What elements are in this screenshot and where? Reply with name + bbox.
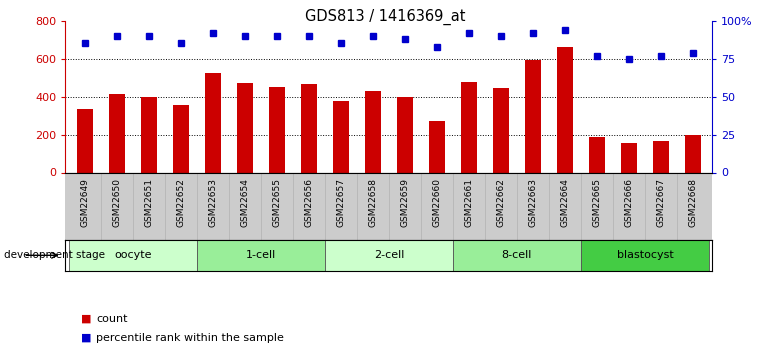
Text: 8-cell: 8-cell (502, 250, 532, 260)
Text: 1-cell: 1-cell (246, 250, 276, 260)
Text: GDS813 / 1416369_at: GDS813 / 1416369_at (305, 9, 465, 25)
Text: blastocyst: blastocyst (617, 250, 674, 260)
Bar (653, 141, 669, 172)
Text: GSM22654: GSM22654 (240, 178, 249, 227)
Bar (141, 97, 157, 172)
Bar (581, 240, 709, 271)
Bar (493, 88, 509, 172)
Text: GSM22661: GSM22661 (464, 178, 474, 227)
Text: GSM22653: GSM22653 (208, 178, 217, 227)
Bar (453, 240, 581, 271)
Text: GSM22656: GSM22656 (304, 178, 313, 227)
Text: GSM22662: GSM22662 (497, 178, 505, 227)
Text: GSM22666: GSM22666 (624, 178, 634, 227)
Text: GSM22650: GSM22650 (112, 178, 121, 227)
Bar (236, 83, 253, 172)
Text: GSM22655: GSM22655 (273, 178, 281, 227)
Text: GSM22649: GSM22649 (80, 178, 89, 227)
Text: GSM22660: GSM22660 (433, 178, 441, 227)
Bar (461, 82, 477, 172)
Text: ■: ■ (81, 333, 92, 343)
Text: GSM22663: GSM22663 (528, 178, 537, 227)
Bar (365, 91, 381, 172)
Bar (196, 240, 325, 271)
Bar (325, 240, 453, 271)
Bar (69, 240, 196, 271)
Text: oocyte: oocyte (114, 250, 152, 260)
Bar (589, 137, 605, 172)
Text: GSM22664: GSM22664 (561, 178, 570, 227)
Bar (525, 60, 541, 172)
Bar (301, 84, 316, 172)
Text: 2-cell: 2-cell (373, 250, 404, 260)
Bar (397, 97, 413, 172)
Text: GSM22665: GSM22665 (592, 178, 601, 227)
Bar (621, 143, 637, 172)
Bar (109, 94, 125, 172)
Text: count: count (96, 314, 128, 324)
Bar (557, 47, 573, 172)
Text: GSM22651: GSM22651 (144, 178, 153, 227)
Bar (685, 135, 701, 172)
Bar (205, 73, 221, 172)
Bar (269, 87, 285, 172)
Text: GSM22667: GSM22667 (657, 178, 665, 227)
Bar (429, 121, 445, 172)
Text: development stage: development stage (4, 250, 105, 260)
Text: GSM22652: GSM22652 (176, 178, 186, 227)
Text: GSM22668: GSM22668 (688, 178, 698, 227)
Text: percentile rank within the sample: percentile rank within the sample (96, 333, 284, 343)
Bar (333, 101, 349, 172)
Text: ■: ■ (81, 314, 92, 324)
Text: GSM22658: GSM22658 (368, 178, 377, 227)
Text: GSM22657: GSM22657 (336, 178, 345, 227)
Bar (172, 105, 189, 172)
Text: GSM22659: GSM22659 (400, 178, 410, 227)
Bar (77, 109, 92, 172)
